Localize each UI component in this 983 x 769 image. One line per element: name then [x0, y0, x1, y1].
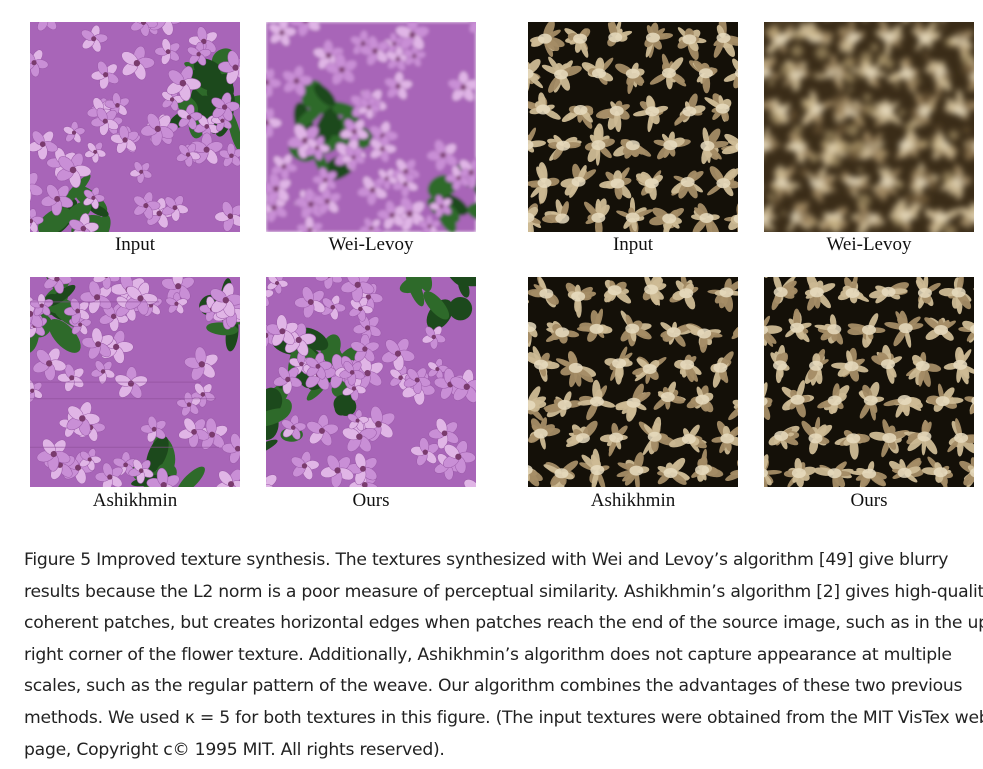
- flower-wei-levoy-label: Wei-Levoy: [328, 234, 414, 255]
- caption-line: results because the L2 norm is a poor me…: [24, 581, 983, 602]
- caption-line: coherent patches, but creates horizontal…: [24, 613, 983, 634]
- flower-input-label: Input: [114, 234, 156, 255]
- flower-ours-label: Ours: [352, 490, 390, 511]
- weave-ours-texture: [764, 277, 974, 487]
- figure-caption: Figure 5 Improved texture synthesis. The…: [24, 545, 983, 766]
- weave-wei-levoy-texture: [764, 22, 974, 232]
- flower-wei-levoy-texture: [266, 22, 476, 232]
- weave-input-label: Input: [612, 234, 654, 255]
- flower-ours-texture: [266, 277, 476, 487]
- flower-input-texture: [30, 22, 240, 232]
- caption-line: right corner of the flower texture. Addi…: [24, 644, 952, 665]
- flower-ashikhmin-label: Ashikhmin: [92, 490, 178, 511]
- flower-ashikhmin-image: [30, 277, 240, 487]
- caption-line: methods. We used κ = 5 for both textures…: [24, 707, 983, 728]
- flower-ours-image: [266, 277, 476, 487]
- weave-ours-image: [764, 277, 974, 487]
- caption-line: page, Copyright c© 1995 MIT. All rights …: [24, 739, 445, 760]
- flower-input-image: [30, 22, 240, 232]
- flower-wei-levoy-image: [266, 22, 476, 232]
- weave-ashikhmin-image: [528, 277, 738, 487]
- flower-ashikhmin-texture: [30, 277, 240, 487]
- caption-line: Figure 5 Improved texture synthesis. The…: [24, 550, 949, 570]
- weave-wei-levoy-label: Wei-Levoy: [826, 234, 912, 255]
- caption-line: scales, such as the regular pattern of t…: [24, 676, 963, 697]
- weave-wei-levoy-image: [764, 22, 974, 232]
- weave-ashikhmin-texture: [528, 277, 738, 487]
- weave-input-texture: [528, 22, 738, 232]
- weave-ashikhmin-label: Ashikhmin: [590, 490, 676, 511]
- weave-input-image: [528, 22, 738, 232]
- weave-ours-label: Ours: [850, 490, 888, 511]
